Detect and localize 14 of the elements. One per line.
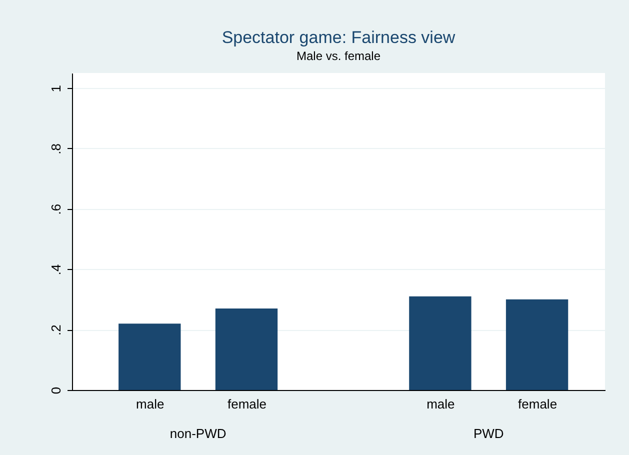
- x-tick-label: female: [227, 396, 267, 412]
- x-tick-label: male: [426, 396, 455, 412]
- text: non-PWD: [170, 426, 226, 441]
- y-tick-label: .6: [48, 204, 64, 215]
- y-tick-label: 0: [48, 386, 64, 394]
- text: PWD: [473, 426, 504, 441]
- x-tick-label: female: [518, 396, 558, 412]
- x-tick-label: male: [136, 396, 164, 412]
- y-tick-label: .2: [48, 324, 64, 336]
- y-tick-label: 1: [48, 84, 64, 92]
- y-tick-label: .4: [48, 264, 64, 276]
- y-tick-label: .8: [48, 144, 64, 154]
- chart-subtitle: Male vs. female: [296, 49, 381, 63]
- chart-title: Spectator game: Fairness view: [222, 28, 456, 47]
